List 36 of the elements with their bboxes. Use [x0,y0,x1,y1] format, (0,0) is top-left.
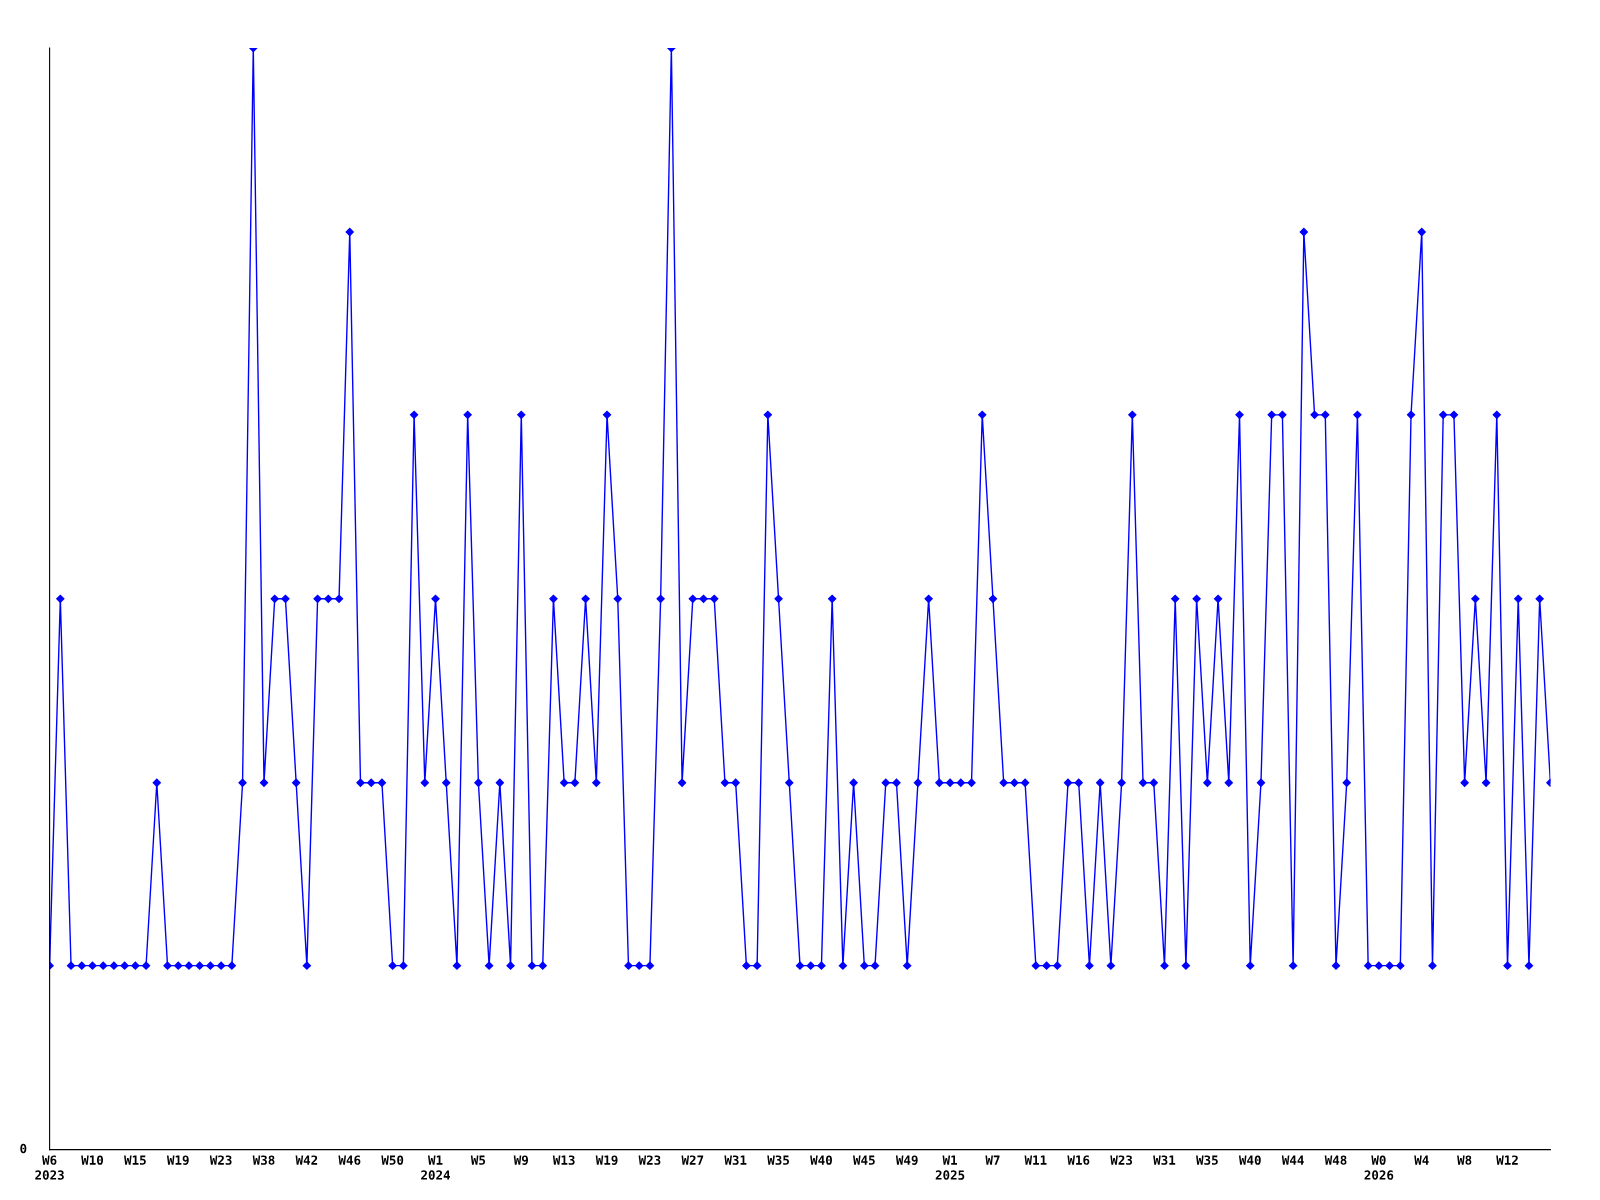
x-tick-label: W16 [1067,1155,1090,1165]
x-tick-label: W46 [338,1155,361,1165]
x-tick-label: W6 2023 [35,1155,64,1180]
x-tick-label: W13 [552,1155,575,1165]
x-tick-label: W23 [638,1155,661,1165]
x-tick-label: W40 [1238,1155,1261,1165]
x-tick-label: W40 [810,1155,832,1165]
x-tick-label: W19 [166,1155,189,1165]
x-tick-label: W1 2025 [935,1155,965,1180]
x-tick-label: W50 [381,1155,404,1165]
x-tick-label: W0 2026 [1364,1155,1394,1180]
x-tick-label: W4 [1414,1155,1429,1165]
x-tick-label: W7 [985,1155,1000,1165]
x-tick-label: W49 [895,1155,918,1165]
x-tick-label: W42 [295,1155,318,1165]
x-tick-label: W44 [1281,1155,1304,1165]
x-tick-label: W35 [767,1155,789,1165]
x-tick-label: W38 [252,1155,275,1165]
x-tick-label: W31 [1153,1155,1176,1165]
x-tick-label: W23 [209,1155,232,1165]
x-tick-label: W48 [1324,1155,1347,1165]
x-tick-label: W27 [681,1155,704,1165]
x-tick-label: W8 [1457,1155,1472,1165]
x-tick-label: W5 [470,1155,486,1165]
x-tick-label: W23 [1110,1155,1133,1165]
x-tick-label: W35 [1196,1155,1218,1165]
x-tick-label: W1 2024 [421,1155,451,1180]
x-tick-label: W19 [595,1155,618,1165]
x-tick-label: W31 [724,1155,747,1165]
text: 0 [20,1143,27,1154]
x-tick-label: W15 [124,1155,146,1165]
x-tick-label: W9 [513,1155,529,1165]
x-tick-label: W11 [1024,1155,1047,1165]
x-tick-label: W12 [1496,1155,1518,1165]
x-tick-label: W10 [81,1155,104,1165]
x-tick-label: W45 [853,1155,875,1165]
